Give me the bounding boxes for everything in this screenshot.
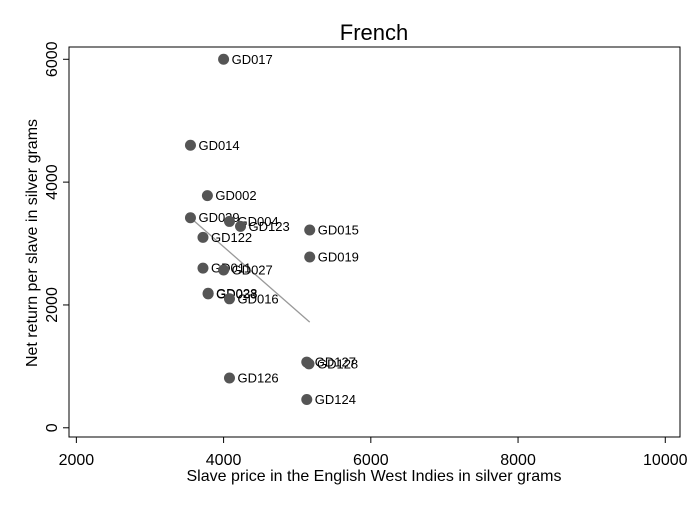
data-point [223, 293, 235, 305]
data-label: GD019 [318, 250, 359, 265]
data-point [218, 264, 230, 276]
x-tick-label: 2000 [59, 452, 95, 469]
data-point [304, 224, 316, 236]
data-point [202, 288, 214, 300]
data-point [197, 231, 209, 243]
data-label: GD004 [237, 214, 278, 229]
fit-line-group [190, 217, 311, 323]
data-label: GD016 [237, 291, 278, 306]
x-tick-label: 6000 [353, 452, 389, 469]
x-axis-title: Slave price in the English West Indies i… [187, 468, 562, 485]
data-point [201, 190, 213, 202]
data-label: GD126 [237, 371, 278, 386]
data-point [303, 358, 315, 370]
data-point [223, 215, 235, 227]
y-tick-label: 0 [44, 423, 61, 432]
data-label: GD015 [318, 223, 359, 238]
y-tick-label: 2000 [44, 287, 61, 323]
data-point [184, 212, 196, 224]
data-point [197, 262, 209, 274]
data-label: GD002 [215, 188, 256, 203]
data-label: GD014 [198, 138, 239, 153]
data-point [218, 53, 230, 65]
axes: 2000 4000 6000 8000 10000 0 2000 4000 6000 [44, 41, 688, 469]
data-label: GD027 [232, 262, 273, 277]
chart-title: French [340, 20, 408, 45]
x-tick-label: 10000 [643, 452, 688, 469]
y-tick-label: 6000 [44, 41, 61, 77]
fit-line [190, 217, 311, 323]
data-label: GD127 [315, 355, 356, 370]
data-label: GD017 [232, 52, 273, 67]
data-point [304, 251, 316, 263]
x-tick-label: 8000 [500, 452, 536, 469]
x-tick-label: 4000 [206, 452, 242, 469]
y-tick-label: 4000 [44, 164, 61, 200]
y-axis-title: Net return per slave in silver grams [24, 119, 41, 367]
data-point [235, 220, 247, 232]
plot-frame [68, 46, 681, 438]
data-label: GD128 [317, 356, 358, 371]
data-label: GD123 [249, 219, 290, 234]
data-point [301, 394, 313, 406]
data-point [223, 372, 235, 384]
data-point [184, 139, 196, 151]
data-label: GD122 [211, 230, 252, 245]
data-label: GD124 [315, 392, 356, 407]
